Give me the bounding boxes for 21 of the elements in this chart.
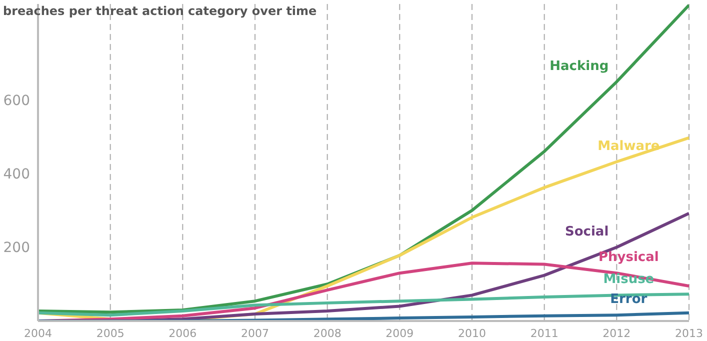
series-label: Social xyxy=(564,224,609,240)
x-tick-label: 2013 xyxy=(675,326,703,340)
y-tick-label: 600 xyxy=(3,92,30,109)
x-tick-label: 2006 xyxy=(168,326,197,340)
y-tick-label: 200 xyxy=(3,240,30,256)
x-tick-label: 2004 xyxy=(24,326,52,340)
x-tick-label: 2012 xyxy=(602,326,631,340)
series-label: Physical xyxy=(598,250,659,266)
series-label: Error xyxy=(610,292,648,308)
line-series xyxy=(38,292,689,317)
series-label: Misuse xyxy=(603,272,654,288)
x-tick-label: 2011 xyxy=(530,326,558,340)
x-tick-label: 2010 xyxy=(458,326,486,340)
series-label: Hacking xyxy=(550,58,609,74)
series-label: Malware xyxy=(598,138,660,154)
x-tick-label: 2007 xyxy=(241,326,269,340)
y-tick-label: 400 xyxy=(3,166,30,183)
chart-title: breaches per threat action category over time xyxy=(3,4,317,18)
x-tick-label: 2005 xyxy=(96,326,124,340)
x-tick-label: 2008 xyxy=(313,326,342,340)
x-tick-label: 2009 xyxy=(386,326,414,340)
